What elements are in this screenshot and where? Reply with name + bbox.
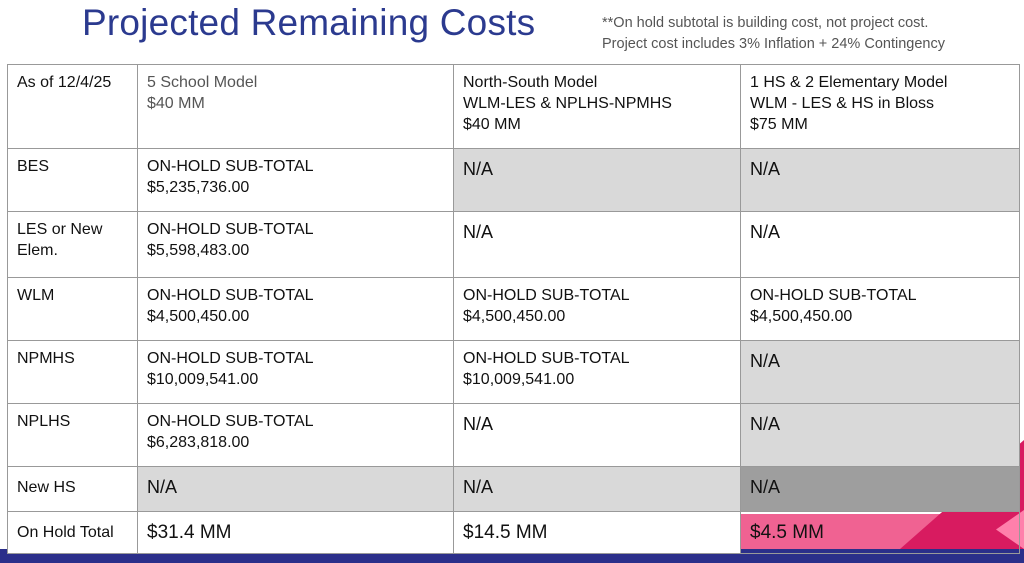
table-cell: ON-HOLD SUB-TOTAL $6,283,818.00 — [137, 403, 454, 467]
total-row: On Hold Total $31.4 MM $14.5 MM $4.5 MM — [7, 511, 1020, 554]
table-cell: N/A — [453, 148, 741, 212]
table-row: LES or New Elem. ON-HOLD SUB-TOTAL $5,59… — [7, 211, 1020, 278]
column-header-name: 5 School Model — [147, 74, 258, 91]
cell-status: ON-HOLD SUB-TOTAL — [147, 413, 314, 430]
total-value: $31.4 MM — [137, 511, 454, 554]
row-label: NPLHS — [7, 403, 138, 467]
cell-amount: $10,009,541.00 — [147, 371, 259, 388]
column-header-name: North-South Model — [463, 74, 598, 91]
table-row: BES ON-HOLD SUB-TOTAL $5,235,736.00 N/A … — [7, 148, 1020, 212]
total-label: On Hold Total — [7, 511, 138, 554]
table-cell: N/A — [740, 403, 1020, 467]
table-cell: N/A — [740, 466, 1020, 512]
cell-amount: $5,235,736.00 — [147, 179, 250, 196]
table-cell: ON-HOLD SUB-TOTAL $10,009,541.00 — [453, 340, 741, 404]
table-cell: ON-HOLD SUB-TOTAL $10,009,541.00 — [137, 340, 454, 404]
row-label: NPMHS — [7, 340, 138, 404]
cell-status: ON-HOLD SUB-TOTAL — [750, 287, 917, 304]
column-header-budget: $75 MM — [750, 116, 808, 133]
cost-note-line-1: **On hold subtotal is building cost, not… — [602, 15, 929, 31]
column-header-1hs-2elem: 1 HS & 2 Elementary Model WLM - LES & HS… — [740, 64, 1020, 149]
column-header-budget: $40 MM — [147, 95, 205, 112]
row-label: New HS — [7, 466, 138, 512]
table-cell: ON-HOLD SUB-TOTAL $4,500,450.00 — [453, 277, 741, 341]
table-cell: N/A — [137, 466, 454, 512]
as-of-date: As of 12/4/25 — [7, 64, 138, 149]
cell-amount: $4,500,450.00 — [147, 308, 250, 325]
row-label: BES — [7, 148, 138, 212]
cell-status: ON-HOLD SUB-TOTAL — [463, 287, 630, 304]
cell-status: ON-HOLD SUB-TOTAL — [147, 158, 314, 175]
total-value: $4.5 MM — [740, 511, 1020, 554]
total-value: $14.5 MM — [453, 511, 741, 554]
table-cell: N/A — [740, 148, 1020, 212]
cell-status: ON-HOLD SUB-TOTAL — [147, 287, 314, 304]
table-cell: ON-HOLD SUB-TOTAL $4,500,450.00 — [740, 277, 1020, 341]
cell-amount: $5,598,483.00 — [147, 242, 250, 259]
table-row: New HS N/A N/A N/A — [7, 466, 1020, 512]
cell-amount: $4,500,450.00 — [750, 308, 853, 325]
table-row: NPLHS ON-HOLD SUB-TOTAL $6,283,818.00 N/… — [7, 403, 1020, 467]
column-header-detail: WLM - LES & HS in Bloss — [750, 95, 935, 112]
table-cell: N/A — [740, 340, 1020, 404]
table-cell: ON-HOLD SUB-TOTAL $5,598,483.00 — [137, 211, 454, 278]
cost-note-line-2: Project cost includes 3% Inflation + 24%… — [602, 36, 945, 52]
cell-status: ON-HOLD SUB-TOTAL — [463, 350, 630, 367]
table-cell: N/A — [453, 403, 741, 467]
cell-amount: $4,500,450.00 — [463, 308, 566, 325]
column-header-name: 1 HS & 2 Elementary Model — [750, 74, 948, 91]
table-cell: N/A — [453, 466, 741, 512]
cell-status: ON-HOLD SUB-TOTAL — [147, 221, 314, 238]
column-header-5-school: 5 School Model $40 MM — [137, 64, 454, 149]
table-cell: ON-HOLD SUB-TOTAL $5,235,736.00 — [137, 148, 454, 212]
page-title: Projected Remaining Costs — [82, 2, 536, 43]
column-header-north-south: North-South Model WLM-LES & NPLHS-NPMHS … — [453, 64, 741, 149]
cell-status: ON-HOLD SUB-TOTAL — [147, 350, 314, 367]
table-cell: N/A — [740, 211, 1020, 278]
cost-table: As of 12/4/25 5 School Model $40 MM Nort… — [7, 64, 1020, 554]
table-cell: N/A — [453, 211, 741, 278]
table-header-row: As of 12/4/25 5 School Model $40 MM Nort… — [7, 64, 1020, 149]
column-header-budget: $40 MM — [463, 116, 521, 133]
cell-amount: $6,283,818.00 — [147, 434, 250, 451]
table-row: WLM ON-HOLD SUB-TOTAL $4,500,450.00 ON-H… — [7, 277, 1020, 341]
table-cell: ON-HOLD SUB-TOTAL $4,500,450.00 — [137, 277, 454, 341]
row-label: LES or New Elem. — [7, 211, 138, 278]
table-row: NPMHS ON-HOLD SUB-TOTAL $10,009,541.00 O… — [7, 340, 1020, 404]
row-label: WLM — [7, 277, 138, 341]
cost-note: **On hold subtotal is building cost, not… — [602, 13, 945, 55]
column-header-detail: WLM-LES & NPLHS-NPMHS — [463, 95, 672, 112]
cell-amount: $10,009,541.00 — [463, 371, 575, 388]
